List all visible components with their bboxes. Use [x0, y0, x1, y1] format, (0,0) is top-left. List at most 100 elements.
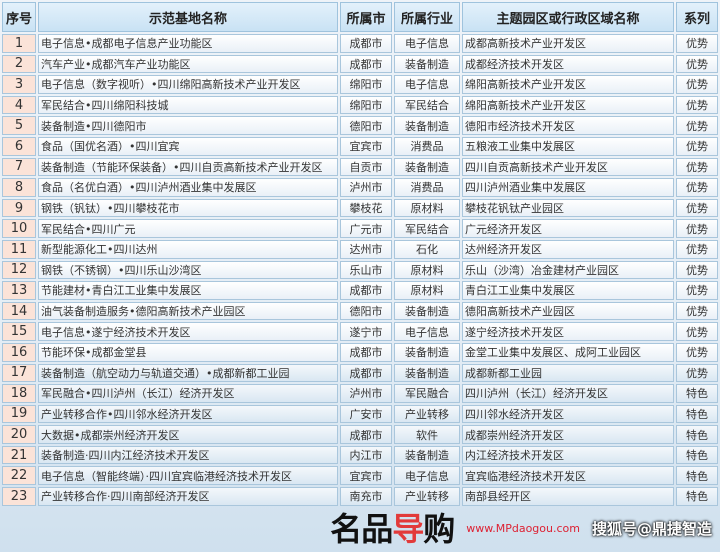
cell-industry: 原材料 [394, 260, 460, 280]
cell-city: 成都市 [340, 342, 392, 362]
table-row: 8 食品（名优白酒）•四川泸州酒业集中发展区 泸州市 消费品 四川泸州酒业集中发展区 优势 [2, 178, 718, 197]
table-row: 18 军民融合•四川泸州（长江）经济开发区 泸州市 军民融合 四川泸州（长江）经济开发区… [2, 384, 718, 403]
cell-series: 优势 [676, 239, 718, 259]
cell-base-name: 电子信息•成都电子信息产业功能区 [38, 34, 338, 53]
cell-index: 13 [2, 281, 36, 300]
cell-base-name: 油气装备制造服务•德阳高新技术产业园区 [38, 301, 338, 321]
header-industry: 所属行业 [394, 2, 460, 32]
cell-city: 绵阳市 [340, 75, 392, 94]
table-row: 9 钢铁（钒钛）•四川攀枝花市 攀枝花 原材料 攀枝花钒钛产业园区 优势 [2, 198, 718, 218]
cell-index: 19 [2, 404, 36, 424]
cell-series: 优势 [676, 75, 718, 94]
cell-series: 优势 [676, 342, 718, 362]
cell-index: 23 [2, 487, 36, 506]
cell-city: 广元市 [340, 219, 392, 238]
cell-industry: 装备制造 [394, 54, 460, 74]
cell-base-name: 食品（国优名酒）•四川宜宾 [38, 136, 338, 156]
table-row: 10 军民结合•四川广元 广元市 军民结合 广元经济开发区 优势 [2, 219, 718, 238]
cell-base-name: 电子信息•遂宁经济技术开发区 [38, 322, 338, 341]
cell-index: 20 [2, 425, 36, 444]
cell-park: 金堂工业集中发展区、成阿工业园区 [462, 342, 674, 362]
cell-city: 自贡市 [340, 157, 392, 177]
cell-index: 15 [2, 322, 36, 341]
cell-series: 优势 [676, 260, 718, 280]
cell-city: 成都市 [340, 54, 392, 74]
cell-industry: 产业转移 [394, 487, 460, 506]
cell-industry: 石化 [394, 239, 460, 259]
cell-base-name: 军民结合•四川广元 [38, 219, 338, 238]
table-row: 1 电子信息•成都电子信息产业功能区 成都市 电子信息 成都高新技术产业开发区 优势 [2, 34, 718, 53]
cell-industry: 军民结合 [394, 219, 460, 238]
cell-city: 遂宁市 [340, 322, 392, 341]
table-row: 19 产业转移合作•四川邻水经济开发区 广安市 产业转移 四川邻水经济开发区 特色 [2, 404, 718, 424]
cell-series: 优势 [676, 157, 718, 177]
cell-park: 成都崇州经济开发区 [462, 425, 674, 444]
cell-park: 成都新都工业园 [462, 363, 674, 383]
cell-index: 8 [2, 178, 36, 197]
cell-park: 青白江工业集中发展区 [462, 281, 674, 300]
cell-base-name: 装备制造（节能环保装备）•四川自贡高新技术产业开发区 [38, 157, 338, 177]
table-row: 13 节能建材•青白江工业集中发展区 成都市 原材料 青白江工业集中发展区 优势 [2, 281, 718, 300]
cell-park: 广元经济开发区 [462, 219, 674, 238]
cell-city: 宜宾市 [340, 466, 392, 486]
cell-park: 成都经济技术开发区 [462, 54, 674, 74]
header-park: 主题园区或行政区域名称 [462, 2, 674, 32]
table-row: 20 大数据•成都崇州经济开发区 成都市 软件 成都崇州经济开发区 特色 [2, 425, 718, 444]
cell-industry: 装备制造 [394, 363, 460, 383]
cell-city: 泸州市 [340, 178, 392, 197]
cell-city: 德阳市 [340, 116, 392, 135]
cell-series: 特色 [676, 466, 718, 486]
watermark-account: 搜狐号@鼎捷智造 [591, 520, 712, 539]
table-row: 17 装备制造（航空动力与轨道交通）•成都新都工业园 成都市 装备制造 成都新都工业园优… [2, 363, 718, 383]
cell-series: 优势 [676, 136, 718, 156]
cell-base-name: 军民融合•四川泸州（长江）经济开发区 [38, 384, 338, 403]
cell-index: 10 [2, 219, 36, 238]
cell-base-name: 军民结合•四川绵阳科技城 [38, 95, 338, 115]
cell-index: 5 [2, 116, 36, 135]
cell-industry: 装备制造 [394, 342, 460, 362]
cell-base-name: 电子信息（智能终端）·四川宜宾临港经济技术开发区 [38, 466, 338, 486]
cell-base-name: 新型能源化工•四川达州 [38, 239, 338, 259]
cell-base-name: 节能建材•青白江工业集中发展区 [38, 281, 338, 300]
cell-index: 1 [2, 34, 36, 53]
cell-park: 四川邻水经济开发区 [462, 404, 674, 424]
cell-park: 乐山（沙湾）冶金建材产业园区 [462, 260, 674, 280]
cell-city: 德阳市 [340, 301, 392, 321]
cell-series: 优势 [676, 54, 718, 74]
cell-series: 特色 [676, 445, 718, 465]
cell-index: 22 [2, 466, 36, 486]
cell-park: 德阳高新技术产业园区 [462, 301, 674, 321]
cell-series: 优势 [676, 198, 718, 218]
header-series: 系列 [676, 2, 718, 32]
table-row: 16 节能环保•成都金堂县 成都市 装备制造 金堂工业集中发展区、成阿工业园区 优势 [2, 342, 718, 362]
table-row: 23 产业转移合作·四川南部经济开发区 南充市 产业转移 南部县经开区 特色 [2, 487, 718, 506]
cell-park: 四川自贡高新技术产业开发区 [462, 157, 674, 177]
cell-index: 11 [2, 239, 36, 259]
cell-industry: 电子信息 [394, 75, 460, 94]
cell-industry: 产业转移 [394, 404, 460, 424]
cell-series: 优势 [676, 301, 718, 321]
table-row: 22 电子信息（智能终端）·四川宜宾临港经济技术开发区 宜宾市 电子信息 宜宾临港经济技… [2, 466, 718, 486]
watermark-logo: 名品导购 [330, 509, 455, 548]
table-row: 14 油气装备制造服务•德阳高新技术产业园区 德阳市 装备制造 德阳高新技术产业园区 优势 [2, 301, 718, 321]
cell-park: 绵阳高新技术产业开发区 [462, 95, 674, 115]
cell-park: 五粮液工业集中发展区 [462, 136, 674, 156]
table-row: 15 电子信息•遂宁经济技术开发区 遂宁市 电子信息 遂宁经济技术开发区 优势 [2, 322, 718, 341]
cell-base-name: 节能环保•成都金堂县 [38, 342, 338, 362]
cell-index: 17 [2, 363, 36, 383]
cell-park: 四川泸州（长江）经济开发区 [462, 384, 674, 403]
table-header-row: 序号 示范基地名称 所属市 所属行业 主题园区或行政区域名称 系列 [2, 2, 718, 32]
cell-city: 成都市 [340, 281, 392, 300]
cell-park: 成都高新技术产业开发区 [462, 34, 674, 53]
cell-park: 德阳市经济技术开发区 [462, 116, 674, 135]
cell-series: 优势 [676, 219, 718, 238]
cell-series: 特色 [676, 404, 718, 424]
cell-series: 特色 [676, 487, 718, 506]
watermark-url: www.MPdaogou.com [466, 522, 580, 536]
cell-base-name: 产业转移合作·四川南部经济开发区 [38, 487, 338, 506]
cell-series: 特色 [676, 384, 718, 403]
cell-city: 乐山市 [340, 260, 392, 280]
table-row: 12 钢铁（不锈钢）•四川乐山沙湾区 乐山市 原材料 乐山（沙湾）冶金建材产业园区 优势 [2, 260, 718, 280]
cell-industry: 电子信息 [394, 466, 460, 486]
cell-index: 2 [2, 54, 36, 74]
